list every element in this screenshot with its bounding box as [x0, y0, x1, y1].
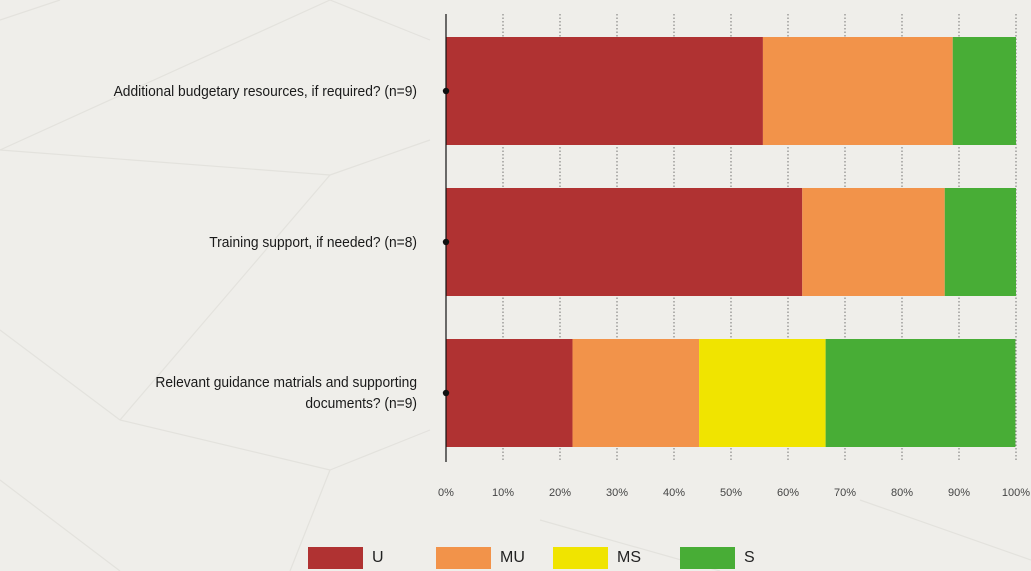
x-tick-label: 80%: [891, 487, 913, 499]
x-tick-label: 40%: [663, 487, 685, 499]
legend-swatch: [308, 547, 363, 569]
x-tick-label: 10%: [492, 487, 514, 499]
x-tick-label: 20%: [549, 487, 571, 499]
x-tick-label: 60%: [777, 487, 799, 499]
category-label: Additional budgetary resources, if requi…: [113, 82, 417, 100]
bar-segment-u: [446, 37, 763, 145]
legend-item-s: S: [680, 547, 755, 569]
legend-label: U: [372, 549, 384, 566]
bar-segment-u: [446, 339, 573, 447]
legend-swatch: [680, 547, 735, 569]
x-tick-label: 90%: [948, 487, 970, 499]
bar-segment-u: [446, 188, 803, 296]
legend-label: MS: [617, 549, 641, 566]
legend-label: S: [744, 549, 755, 566]
legend-swatch: [553, 547, 608, 569]
bar-segment-mu: [572, 339, 700, 447]
category-marker: [442, 389, 450, 397]
bar-segment-s: [825, 339, 1016, 447]
legend: U MU MS S: [0, 547, 1031, 571]
bar-segment-s: [952, 37, 1016, 145]
category-label: Training support, if needed? (n=8): [209, 233, 417, 251]
bar-segment-s: [944, 188, 1016, 296]
legend-label: MU: [500, 549, 525, 566]
legend-item-u: U: [308, 547, 384, 569]
x-tick-label: 50%: [720, 487, 742, 499]
bar-segment-mu: [762, 37, 953, 145]
legend-swatch: [436, 547, 491, 569]
category-marker: [442, 238, 450, 246]
x-tick-label: 100%: [1002, 487, 1030, 499]
x-tick-label: 30%: [606, 487, 628, 499]
legend-item-mu: MU: [436, 547, 525, 569]
legend-item-ms: MS: [553, 547, 641, 569]
bar-segment-ms: [699, 339, 826, 447]
bar-segment-mu: [802, 188, 945, 296]
category-marker: [442, 87, 450, 95]
x-tick-label: 0%: [438, 487, 454, 499]
category-label: Relevant guidance matrials and supportin…: [155, 374, 417, 412]
x-tick-label: 70%: [834, 487, 856, 499]
